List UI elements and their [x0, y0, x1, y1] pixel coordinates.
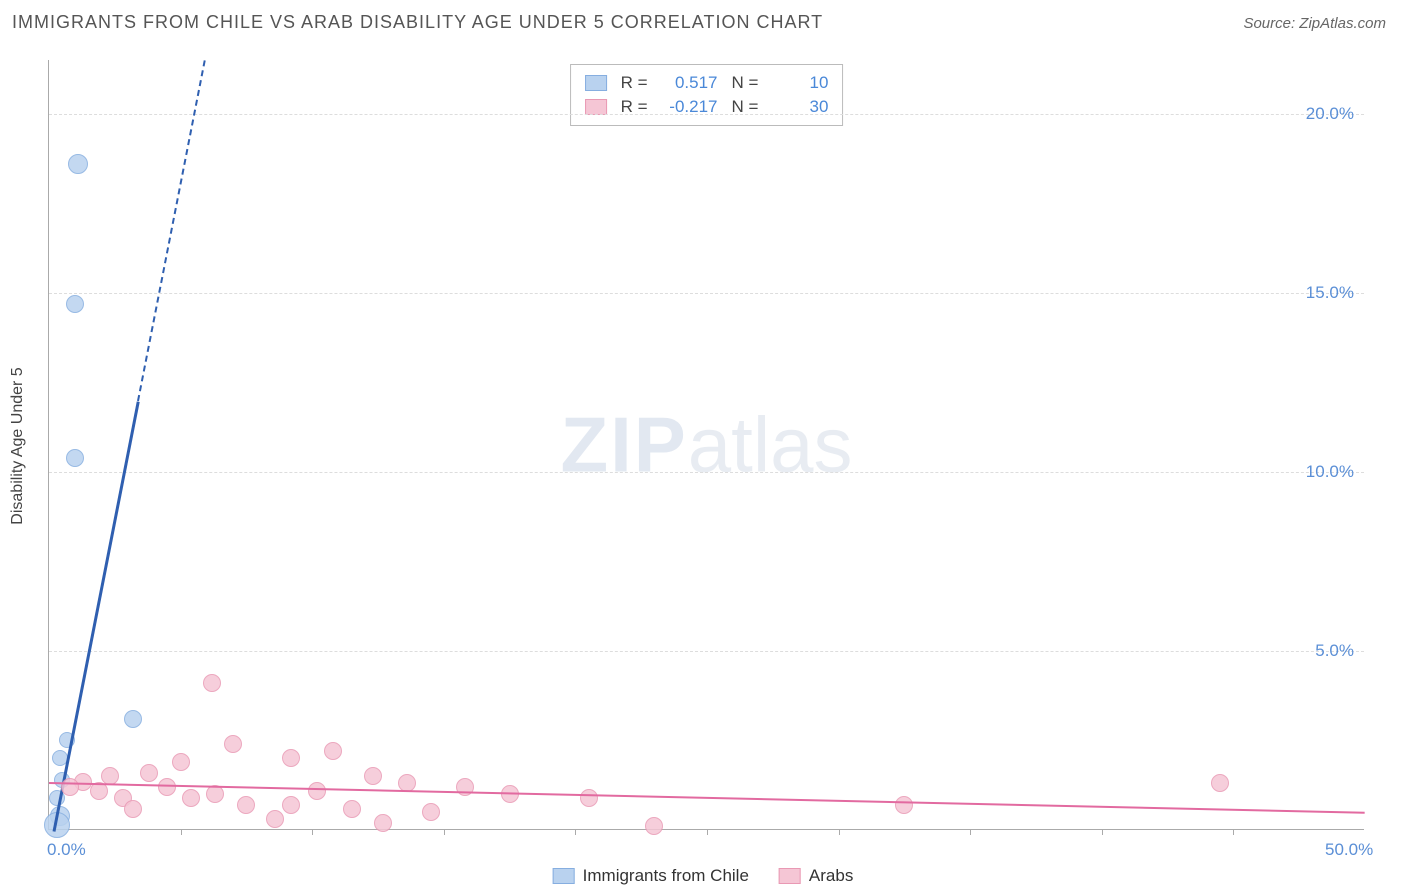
- data-point: [1211, 774, 1229, 792]
- gridline: [49, 293, 1364, 294]
- x-tick: [707, 829, 708, 835]
- data-point: [364, 767, 382, 785]
- data-point: [61, 778, 79, 796]
- legend-series: Immigrants from Chile Arabs: [553, 866, 854, 886]
- chart-plot-area: ZIPatlas R = 0.517 N = 10R =-0.217N =30 5.0…: [48, 60, 1364, 830]
- data-point: [124, 800, 142, 818]
- y-tick-label: 20.0%: [1306, 104, 1354, 124]
- x-tick: [970, 829, 971, 835]
- x-tick: [312, 829, 313, 835]
- data-point: [266, 810, 284, 828]
- data-point: [308, 782, 326, 800]
- data-point: [343, 800, 361, 818]
- legend-r-label: R =: [621, 73, 648, 93]
- legend-series-label: Arabs: [809, 866, 853, 886]
- legend-n-value: 10: [772, 73, 828, 93]
- x-tick: [839, 829, 840, 835]
- watermark-atlas: atlas: [688, 400, 853, 488]
- x-tick-label: 50.0%: [1325, 840, 1373, 860]
- legend-correlation: R = 0.517 N = 10R =-0.217N =30: [570, 64, 844, 126]
- trend-line: [53, 401, 140, 831]
- data-point: [282, 749, 300, 767]
- x-tick: [444, 829, 445, 835]
- y-tick-label: 15.0%: [1306, 283, 1354, 303]
- x-tick: [1233, 829, 1234, 835]
- gridline: [49, 472, 1364, 473]
- data-point: [172, 753, 190, 771]
- watermark: ZIPatlas: [560, 399, 852, 490]
- gridline: [49, 114, 1364, 115]
- data-point: [237, 796, 255, 814]
- legend-swatch: [553, 868, 575, 884]
- legend-swatch: [585, 75, 607, 91]
- legend-series-label: Immigrants from Chile: [583, 866, 749, 886]
- legend-swatch: [585, 99, 607, 115]
- x-tick: [1102, 829, 1103, 835]
- data-point: [224, 735, 242, 753]
- trend-line-dashed: [138, 61, 207, 402]
- data-point: [124, 710, 142, 728]
- y-tick-label: 5.0%: [1315, 641, 1354, 661]
- data-point: [68, 154, 88, 174]
- data-point: [66, 449, 84, 467]
- data-point: [645, 817, 663, 835]
- x-tick: [181, 829, 182, 835]
- y-tick-label: 10.0%: [1306, 462, 1354, 482]
- legend-series-item: Immigrants from Chile: [553, 866, 749, 886]
- x-tick: [575, 829, 576, 835]
- legend-swatch: [779, 868, 801, 884]
- watermark-zip: ZIP: [560, 400, 687, 488]
- legend-n-label: N =: [732, 73, 759, 93]
- data-point: [182, 789, 200, 807]
- data-point: [374, 814, 392, 832]
- data-point: [324, 742, 342, 760]
- chart-source: Source: ZipAtlas.com: [1243, 15, 1386, 32]
- gridline: [49, 651, 1364, 652]
- data-point: [580, 789, 598, 807]
- chart-title: IMMIGRANTS FROM CHILE VS ARAB DISABILITY…: [12, 12, 823, 33]
- data-point: [282, 796, 300, 814]
- data-point: [66, 295, 84, 313]
- legend-correlation-row: R =-0.217N =30: [585, 95, 829, 119]
- legend-r-value: 0.517: [662, 73, 718, 93]
- x-tick-label: 0.0%: [47, 840, 86, 860]
- data-point: [895, 796, 913, 814]
- chart-header: IMMIGRANTS FROM CHILE VS ARAB DISABILITY…: [0, 0, 1406, 41]
- y-axis-label: Disability Age Under 5: [9, 367, 27, 524]
- legend-series-item: Arabs: [779, 866, 853, 886]
- legend-correlation-row: R = 0.517 N = 10: [585, 71, 829, 95]
- data-point: [140, 764, 158, 782]
- data-point: [422, 803, 440, 821]
- data-point: [203, 674, 221, 692]
- data-point: [158, 778, 176, 796]
